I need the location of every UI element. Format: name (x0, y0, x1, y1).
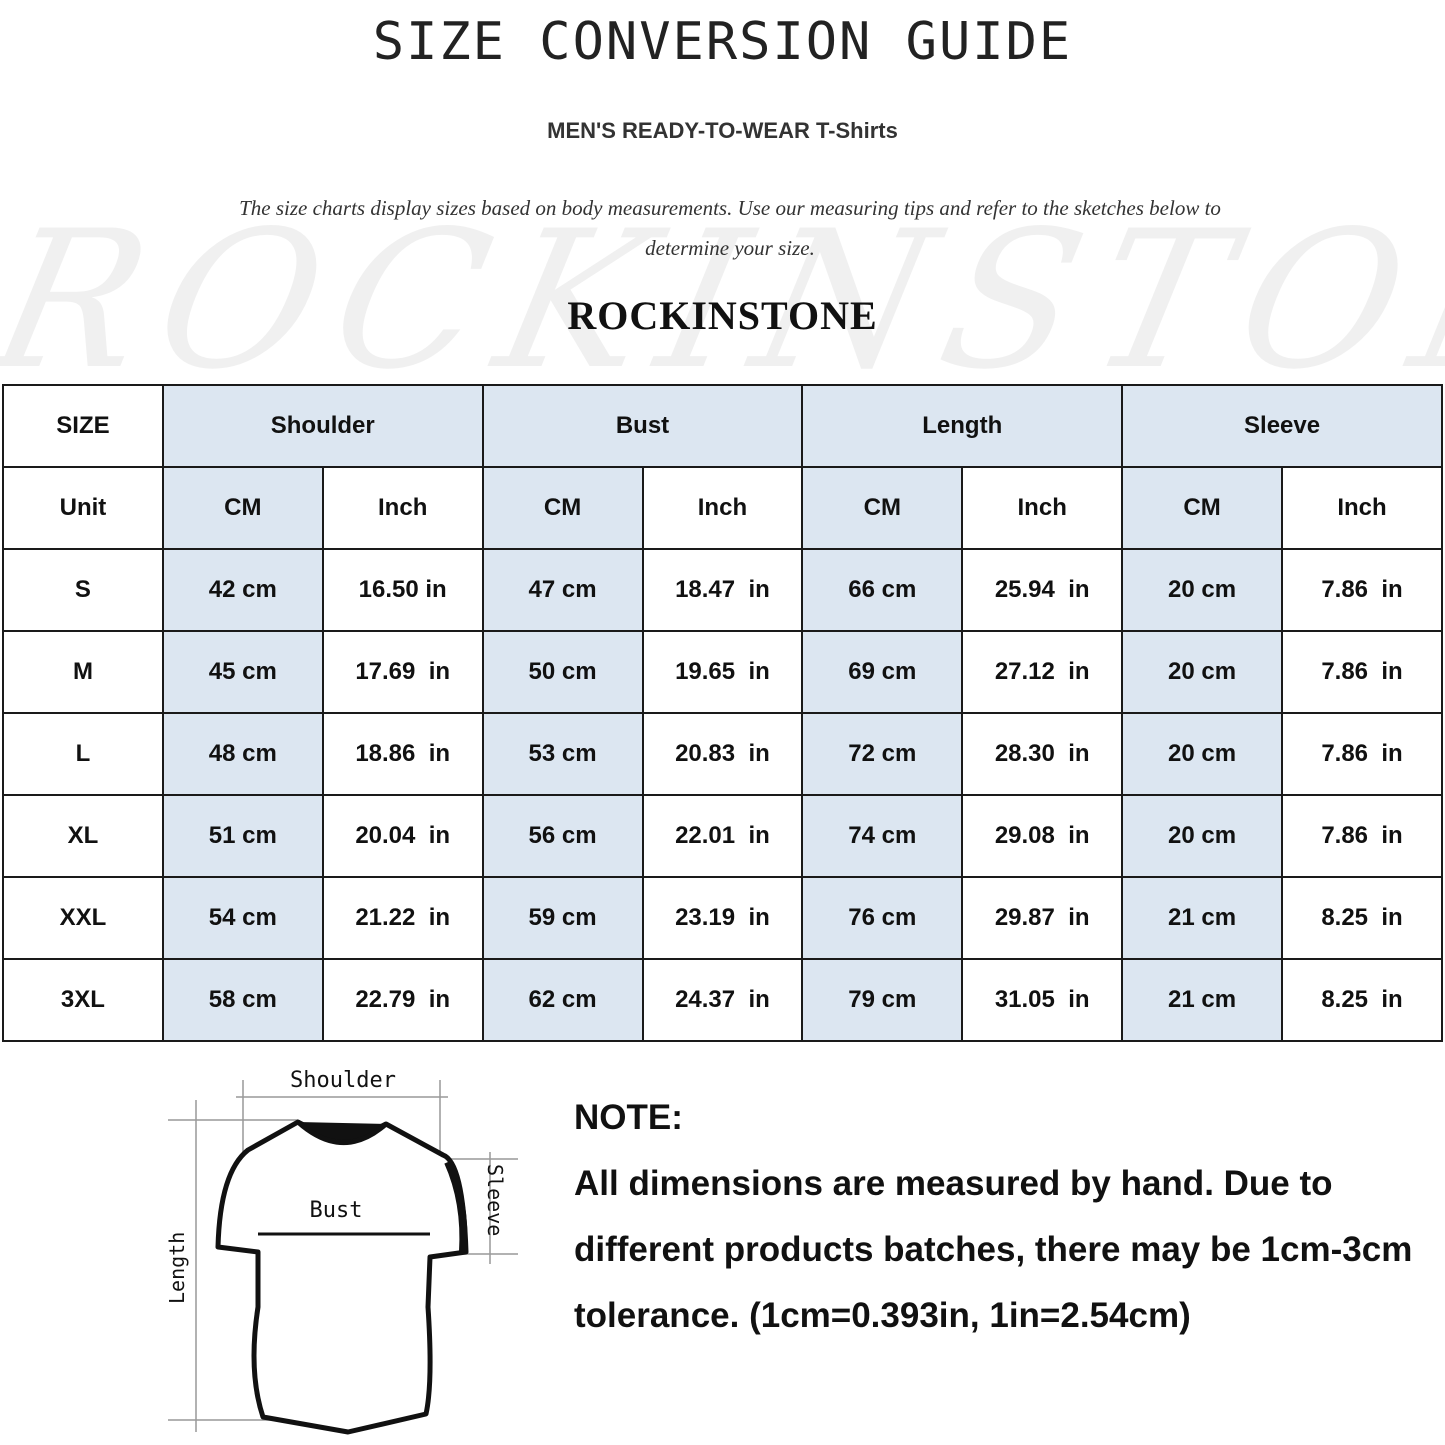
measurement-cell: 20 cm (1121, 712, 1283, 796)
sketch-bust-label: Bust (310, 1198, 363, 1223)
measurement-cell: 21 cm (1121, 958, 1283, 1042)
measurement-cell: 50 cm (481, 630, 644, 714)
measurement-cell: 7.86 in (1281, 712, 1443, 796)
measurement-cell: 7.86 in (1281, 630, 1443, 714)
measurement-cell: 74 cm (801, 794, 964, 878)
page-subtitle: MEN'S READY-TO-WEAR T-Shirts (547, 118, 898, 143)
size-cell: XL (2, 794, 164, 878)
note-block: NOTE: All dimensions are measured by han… (574, 1085, 1434, 1349)
measurement-cell: 20.83 in (641, 712, 804, 796)
measurement-cell: 79 cm (801, 958, 964, 1042)
table-row: 3XL 58 cm 22.79 in 62 cm 24.37 in 79 cm 31.05 … (2, 958, 1443, 1042)
intro-text: The size charts display sizes based on b… (239, 196, 1221, 260)
size-header: SIZE (2, 384, 164, 468)
measurement-cell: 8.25 in (1281, 958, 1443, 1042)
measurement-cell: 19.65 in (641, 630, 804, 714)
unit-header: Inch (961, 466, 1124, 550)
unit-header: CM (161, 466, 324, 550)
sketch-sleeve-label: Sleeve (483, 1164, 507, 1236)
group-header: Shoulder (161, 384, 484, 468)
brand-name: ROCKINSTONE (567, 293, 878, 338)
size-cell: M (2, 630, 164, 714)
measurement-cell: 42 cm (161, 548, 324, 632)
size-table: SIZE Shoulder Bust Length Sleeve Unit CM… (2, 384, 1443, 1042)
unit-header: CM (481, 466, 644, 550)
measurement-cell: 29.08 in (961, 794, 1124, 878)
measurement-cell: 21.22 in (321, 876, 484, 960)
measurement-cell: 23.19 in (641, 876, 804, 960)
measurement-cell: 24.37 in (641, 958, 804, 1042)
measurement-cell: 69 cm (801, 630, 964, 714)
table-row: M 45 cm 17.69 in 50 cm 19.65 in 69 cm 27.12 in… (2, 630, 1443, 714)
table-row: L 48 cm 18.86 in 53 cm 20.83 in 72 cm 28.30 in… (2, 712, 1443, 796)
measurement-cell: 20.04 in (321, 794, 484, 878)
sketch-shoulder-label: Shoulder (290, 1068, 396, 1093)
unit-header: Inch (1281, 466, 1443, 550)
unit-label: Unit (2, 466, 164, 550)
measurement-cell: 8.25 in (1281, 876, 1443, 960)
table-row: XL 51 cm 20.04 in 56 cm 22.01 in 74 cm 29.08 i… (2, 794, 1443, 878)
measurement-cell: 48 cm (161, 712, 324, 796)
sketch-length-label: Length (165, 1232, 189, 1304)
size-cell: S (2, 548, 164, 632)
measurement-cell: 21 cm (1121, 876, 1283, 960)
measurement-cell: 22.79 in (321, 958, 484, 1042)
measurement-cell: 18.47 in (641, 548, 804, 632)
table-row: S 42 cm 16.50 in 47 cm 18.47 in 66 cm 25.94 in… (2, 548, 1443, 632)
measurement-cell: 18.86 in (321, 712, 484, 796)
measurement-cell: 20 cm (1121, 548, 1283, 632)
table-header-row: SIZE Shoulder Bust Length Sleeve (2, 384, 1443, 468)
measurement-cell: 51 cm (161, 794, 324, 878)
measurement-cell: 53 cm (481, 712, 644, 796)
group-header: Bust (481, 384, 804, 468)
measurement-cell: 7.86 in (1281, 794, 1443, 878)
measurement-cell: 54 cm (161, 876, 324, 960)
unit-header: Inch (641, 466, 804, 550)
measurement-cell: 56 cm (481, 794, 644, 878)
measurement-cell: 47 cm (481, 548, 644, 632)
measurement-cell: 20 cm (1121, 794, 1283, 878)
measurement-cell: 28.30 in (961, 712, 1124, 796)
measurement-cell: 20 cm (1121, 630, 1283, 714)
unit-header: CM (1121, 466, 1283, 550)
measurement-cell: 66 cm (801, 548, 964, 632)
size-cell: 3XL (2, 958, 164, 1042)
note-heading: NOTE: (574, 1098, 683, 1137)
measurement-cell: 45 cm (161, 630, 324, 714)
measurement-cell: 17.69 in (321, 630, 484, 714)
group-header: Length (801, 384, 1124, 468)
page-title: SIZE CONVERSION GUIDE (372, 12, 1073, 72)
measurement-cell: 27.12 in (961, 630, 1124, 714)
measurement-cell: 62 cm (481, 958, 644, 1042)
size-cell: XXL (2, 876, 164, 960)
measurement-cell: 7.86 in (1281, 548, 1443, 632)
measurement-cell: 59 cm (481, 876, 644, 960)
measurement-cell: 76 cm (801, 876, 964, 960)
measurement-cell: 29.87 in (961, 876, 1124, 960)
size-cell: L (2, 712, 164, 796)
measurement-cell: 58 cm (161, 958, 324, 1042)
unit-header: CM (801, 466, 964, 550)
tshirt-measurement-sketch: Shoulder Bust Sleeve Length (165, 1068, 518, 1435)
measurement-cell: 25.94 in (961, 548, 1124, 632)
measurement-cell: 72 cm (801, 712, 964, 796)
measurement-cell: 22.01 in (641, 794, 804, 878)
table-row: XXL 54 cm 21.22 in 59 cm 23.19 in 76 cm 29.87 … (2, 876, 1443, 960)
note-body: All dimensions are measured by hand. Due… (574, 1164, 1413, 1335)
measurement-cell: 16.50 in (321, 548, 484, 632)
group-header: Sleeve (1121, 384, 1443, 468)
unit-header: Inch (321, 466, 484, 550)
unit-row: Unit CM Inch CM Inch CM Inch CM Inch (2, 466, 1443, 550)
measurement-cell: 31.05 in (961, 958, 1124, 1042)
